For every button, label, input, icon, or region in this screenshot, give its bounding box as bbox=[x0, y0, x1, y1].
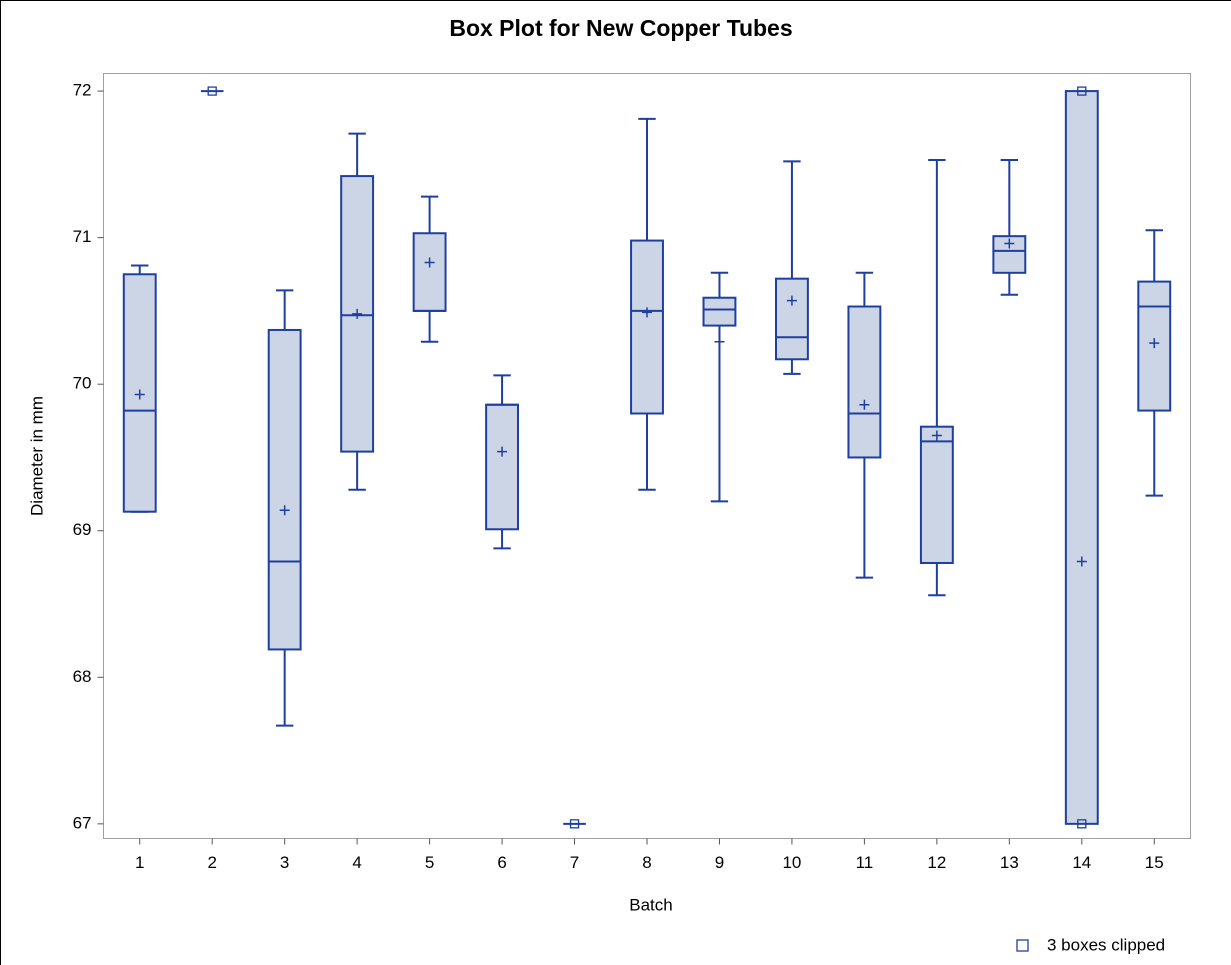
y-axis-label: Diameter in mm bbox=[27, 396, 46, 516]
box bbox=[340, 175, 375, 453]
y-tick-label: 69 bbox=[73, 520, 92, 539]
x-tick-label: 9 bbox=[715, 853, 724, 872]
clip-marker bbox=[207, 86, 217, 96]
clip-marker bbox=[1077, 86, 1087, 96]
clip-marker bbox=[569, 819, 580, 829]
x-tick-label: 13 bbox=[1000, 853, 1019, 872]
x-tick-label: 6 bbox=[497, 853, 506, 872]
y-tick-label: 71 bbox=[73, 227, 92, 246]
x-tick-label: 14 bbox=[1072, 853, 1091, 872]
y-tick-label: 72 bbox=[73, 81, 92, 100]
x-tick-label: 10 bbox=[782, 853, 801, 872]
mean-marker bbox=[424, 257, 435, 268]
x-tick-label: 12 bbox=[927, 853, 946, 872]
x-tick-label: 8 bbox=[642, 853, 651, 872]
clip-marker bbox=[1077, 819, 1087, 829]
box bbox=[919, 425, 954, 564]
x-tick-label: 15 bbox=[1145, 853, 1164, 872]
mean-marker bbox=[931, 430, 942, 441]
box bbox=[992, 235, 1027, 274]
y-tick-label: 67 bbox=[73, 813, 92, 832]
x-tick-label: 2 bbox=[207, 853, 216, 872]
mean-marker bbox=[859, 399, 870, 410]
x-tick-label: 4 bbox=[352, 853, 361, 872]
x-tick-label: 7 bbox=[570, 853, 579, 872]
mean-marker bbox=[1149, 338, 1160, 349]
x-tick-label: 11 bbox=[856, 853, 874, 872]
legend-marker bbox=[1016, 939, 1029, 952]
box bbox=[412, 232, 447, 312]
box bbox=[1137, 280, 1172, 412]
mean-marker bbox=[279, 505, 290, 516]
x-tick-label: 3 bbox=[280, 853, 289, 872]
box bbox=[774, 277, 809, 361]
box bbox=[847, 305, 882, 459]
box bbox=[702, 296, 737, 327]
y-tick-label: 68 bbox=[73, 667, 92, 686]
mean-marker bbox=[786, 295, 797, 306]
box bbox=[485, 403, 520, 531]
box bbox=[630, 239, 664, 415]
mean-marker bbox=[497, 446, 508, 457]
mean-marker bbox=[1076, 556, 1087, 567]
mean-marker bbox=[714, 336, 725, 347]
chart-title: Box Plot for New Copper Tubes bbox=[449, 15, 792, 41]
y-tick-label: 70 bbox=[73, 374, 92, 393]
x-axis-label: Batch bbox=[629, 895, 672, 914]
mean-marker bbox=[1004, 238, 1015, 249]
x-tick-label: 1 bbox=[135, 853, 144, 872]
clipped-box bbox=[1064, 90, 1099, 825]
clip-note: 3 boxes clipped bbox=[1047, 935, 1165, 954]
box bbox=[267, 328, 302, 651]
mean-marker bbox=[352, 308, 363, 319]
x-tick-label: 5 bbox=[425, 853, 434, 872]
mean-marker bbox=[642, 307, 652, 318]
mean-marker bbox=[134, 389, 145, 400]
